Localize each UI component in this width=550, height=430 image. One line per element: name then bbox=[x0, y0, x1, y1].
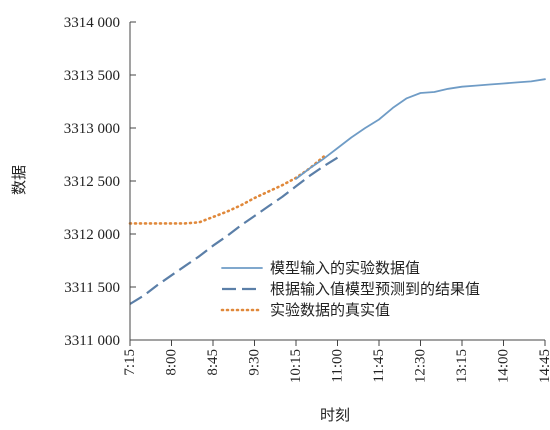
x-tick-label: 14:00 bbox=[496, 349, 512, 383]
x-tick-label: 8:45 bbox=[205, 349, 221, 376]
y-tick-label: 3312 000 bbox=[64, 227, 120, 243]
x-tick-label: 7:15 bbox=[122, 349, 138, 376]
y-tick-label: 3313 000 bbox=[64, 121, 120, 137]
x-tick-label: 13:15 bbox=[454, 349, 470, 383]
y-axis-ticks: 3311 000 3311 500 3312 000 3312 500 3313 000… bbox=[64, 15, 136, 349]
x-tick-label: 11:45 bbox=[371, 349, 387, 383]
x-axis-ticks: 7:15 8:00 8:45 9:30 10:15 11:00 11:45 12:30 13:1… bbox=[122, 340, 550, 383]
y-tick-label: 3314 000 bbox=[64, 15, 120, 31]
x-tick-label: 9:30 bbox=[247, 349, 263, 376]
x-tick-label: 10:15 bbox=[288, 349, 304, 383]
x-tick-label: 8:00 bbox=[164, 349, 180, 376]
x-tick-label: 11:00 bbox=[330, 349, 346, 383]
plot-area bbox=[128, 78, 546, 305]
y-tick-label: 3312 500 bbox=[64, 174, 120, 190]
y-tick-label: 3313 500 bbox=[64, 68, 120, 84]
series-line-dashed bbox=[129, 156, 339, 305]
y-tick-label: 3311 500 bbox=[64, 280, 120, 296]
x-axis-title: 时刻 bbox=[320, 406, 350, 424]
x-tick-label: 14:45 bbox=[537, 349, 550, 383]
legend-label: 模型输入的实验数据值 bbox=[270, 259, 420, 277]
legend-label: 实验数据的真实值 bbox=[270, 301, 390, 319]
y-axis-title: 数据 bbox=[10, 165, 28, 195]
series-line-solid bbox=[295, 78, 546, 180]
y-tick-label: 3311 000 bbox=[64, 333, 120, 349]
x-tick-label: 12:30 bbox=[413, 349, 429, 383]
legend-label: 根据输入值模型预测到的结果值 bbox=[270, 280, 480, 298]
series-line-dotted bbox=[128, 155, 326, 225]
